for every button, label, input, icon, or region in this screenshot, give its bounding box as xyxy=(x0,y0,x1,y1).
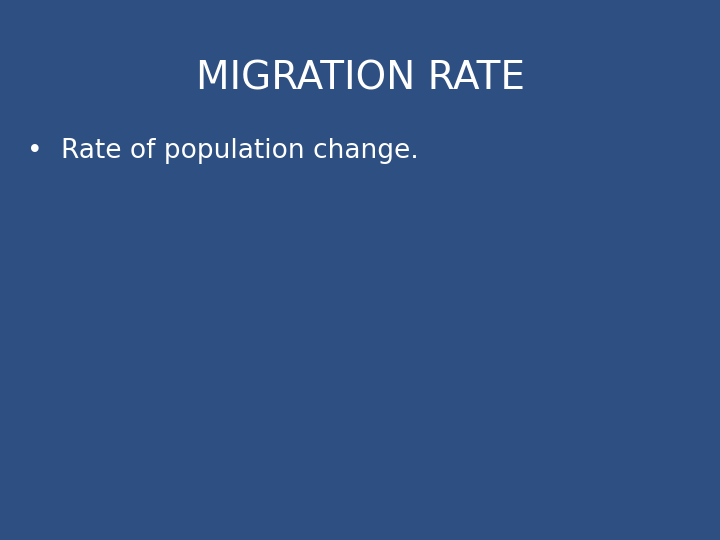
Text: Rate of population change.: Rate of population change. xyxy=(61,138,419,164)
Text: •: • xyxy=(27,138,42,164)
Text: MIGRATION RATE: MIGRATION RATE xyxy=(196,59,524,97)
